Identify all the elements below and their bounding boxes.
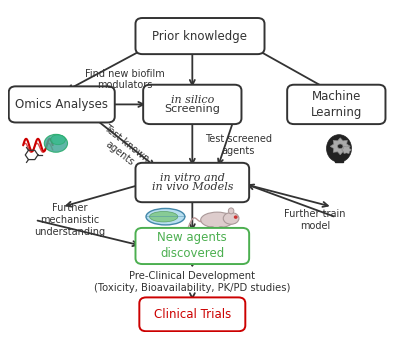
FancyBboxPatch shape xyxy=(136,163,249,202)
Text: Pre-Clinical Development
(Toxicity, Bioavailability, PK/PD studies): Pre-Clinical Development (Toxicity, Bioa… xyxy=(94,271,290,293)
Text: Find new biofilm
modulators: Find new biofilm modulators xyxy=(85,69,165,91)
Text: Clinical Trials: Clinical Trials xyxy=(154,308,231,321)
Polygon shape xyxy=(330,138,350,155)
Ellipse shape xyxy=(228,208,234,214)
Polygon shape xyxy=(342,146,352,154)
Ellipse shape xyxy=(326,135,352,162)
Text: Omics Analyses: Omics Analyses xyxy=(15,98,108,111)
Text: Prior knowledge: Prior knowledge xyxy=(152,29,248,43)
FancyBboxPatch shape xyxy=(139,297,245,331)
Text: Test known
agents: Test known agents xyxy=(95,123,151,174)
Text: in vitro and: in vitro and xyxy=(160,173,225,183)
FancyBboxPatch shape xyxy=(287,85,386,124)
Text: in silico: in silico xyxy=(171,95,214,105)
Ellipse shape xyxy=(219,226,223,229)
Ellipse shape xyxy=(223,213,239,224)
Ellipse shape xyxy=(338,144,343,148)
Ellipse shape xyxy=(146,208,185,225)
Text: New agents
discovered: New agents discovered xyxy=(158,232,227,260)
Text: Screening: Screening xyxy=(164,104,220,114)
FancyBboxPatch shape xyxy=(9,86,115,122)
Text: Further train
model: Further train model xyxy=(284,209,346,231)
Ellipse shape xyxy=(44,134,68,152)
Ellipse shape xyxy=(150,212,178,222)
Ellipse shape xyxy=(201,212,234,228)
Text: Further
mechanistic
understanding: Further mechanistic understanding xyxy=(34,203,105,237)
FancyBboxPatch shape xyxy=(136,228,249,264)
Text: Machine
Learning: Machine Learning xyxy=(311,90,362,119)
Ellipse shape xyxy=(234,216,237,218)
Text: Test screened
agents: Test screened agents xyxy=(205,134,272,156)
FancyBboxPatch shape xyxy=(136,18,264,54)
Bar xyxy=(335,158,343,162)
Ellipse shape xyxy=(51,135,66,145)
Text: in vivo Models: in vivo Models xyxy=(152,182,233,192)
FancyBboxPatch shape xyxy=(143,85,242,124)
Ellipse shape xyxy=(210,226,214,229)
